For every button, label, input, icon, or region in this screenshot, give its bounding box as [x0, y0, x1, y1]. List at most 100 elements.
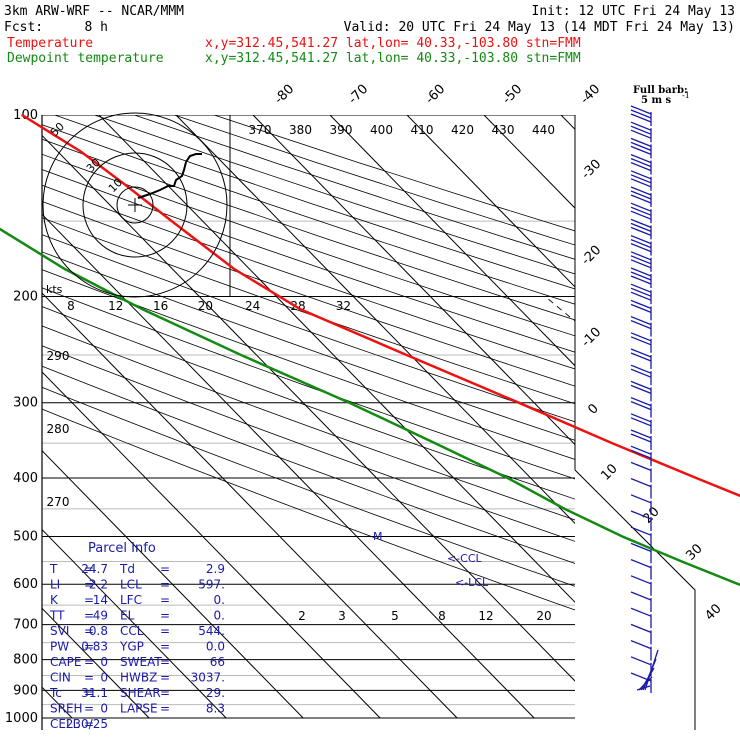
theta-left-label: 270 [47, 495, 70, 509]
fcst-label: Fcst: [4, 20, 43, 35]
dewpoint-point [63, 268, 66, 270]
right-axis-slant [574, 469, 696, 730]
parcel-cell: CELL [50, 717, 80, 731]
wind-barb-flag [630, 348, 652, 358]
parcel-cell: 0. [214, 593, 225, 607]
wind-barb-flag [630, 271, 652, 281]
isotherm-label: 30 [683, 541, 705, 563]
wind-barb-flag [630, 226, 652, 237]
theta-label: 420 [451, 123, 474, 137]
parcel-cell: K [50, 593, 59, 607]
parcel-cell: 544. [198, 624, 225, 638]
parcel-cell: PW [50, 640, 69, 654]
wind-barb-flag [630, 121, 652, 131]
parcel-cell: = [84, 562, 94, 576]
parcel-cell: 31.1 [81, 686, 108, 700]
wind-barb-flag [630, 218, 652, 229]
parcel-cell: CAPE [50, 655, 81, 669]
dry-adiabat [42, 251, 575, 441]
isotherm-line [715, 115, 740, 718]
wind-barb-flag [630, 291, 652, 301]
isotherm-line [42, 450, 304, 719]
parcel-cell: 0 [100, 702, 108, 716]
dry-adiabat [42, 138, 575, 321]
theta-label: 440 [532, 123, 555, 137]
parcel-cell: = [160, 640, 170, 654]
wind-barb-flag [630, 137, 652, 148]
model-title: 3km ARW-WRF -- NCAR/MMM [4, 4, 184, 19]
dry-adiabat [42, 408, 575, 611]
wind-barb-flag [630, 445, 652, 455]
wind-barb-flag [630, 413, 652, 423]
parcel-cell: = [160, 655, 170, 669]
parcel-cell: 0.0 [206, 640, 225, 654]
wind-barb-flag [630, 129, 652, 139]
dewpoint-point [680, 560, 683, 563]
wind-barb-flag [630, 125, 652, 135]
parcel-cell: = [160, 686, 170, 700]
dry-adiabat [42, 365, 575, 564]
parcel-cell: = [84, 717, 94, 731]
wind-barb-flag [630, 157, 652, 168]
parcel-cell: 66 [210, 655, 225, 669]
parcel-cell: = [160, 562, 170, 576]
dry-adiabat [42, 287, 575, 480]
parcel-cell: 0.83 [81, 640, 108, 654]
isotherm-label: -80 [272, 82, 298, 108]
dry-adiabat [42, 200, 575, 387]
parcel-cell: = [84, 578, 94, 592]
pressure-label-900: 900 [13, 683, 38, 698]
wind-barb-flag [630, 336, 652, 346]
parcel-cell: = [84, 671, 94, 685]
dewpoint-point [621, 535, 624, 538]
parcel-cell: = [84, 593, 94, 607]
dry-adiabat [54, 115, 575, 290]
isotherm-label: -10 [579, 325, 605, 351]
pressure-label-200: 200 [13, 290, 38, 305]
parcel-cell: LFC [120, 593, 142, 607]
pressure-label-500: 500 [13, 529, 38, 544]
parcel-cell: Tc [49, 686, 62, 700]
moist-adiabat [672, 297, 740, 719]
theta-e-label: 16 [153, 299, 168, 313]
hodograph-trace [137, 153, 202, 199]
parcel-cell: SVI [50, 624, 69, 638]
parcel-cell: YGP [119, 640, 144, 654]
theta-e-label: 8 [67, 299, 75, 313]
wind-barb-flag [630, 170, 652, 180]
wind-barb-flag [630, 400, 652, 411]
isotherm-line [42, 528, 227, 719]
theta-label: 410 [411, 123, 434, 137]
parcel-cell: = [160, 609, 170, 623]
wind-barb-flag [630, 380, 652, 391]
wind-barb-flag [630, 591, 652, 601]
parcel-cell: CIN [50, 671, 71, 685]
grid-lines [42, 115, 740, 719]
mixing-ratio-label: 3 [338, 609, 346, 623]
wind-barb-flag [630, 105, 652, 115]
wind-barb-flag [630, 242, 652, 253]
temperature-point [611, 442, 613, 444]
isotherm-label: -30 [579, 157, 605, 183]
wind-barb-flag [630, 238, 652, 249]
parcel-cell: SHEAR [120, 686, 161, 700]
pressure-label-1000: 1000 [5, 711, 38, 726]
wind-barb-flag [630, 417, 652, 427]
dry-adiabat [213, 115, 575, 232]
wind-barb-flag [630, 368, 652, 378]
isotherm-line [42, 213, 535, 719]
dewpoint-point [348, 401, 351, 404]
mixing-ratio-label: 5 [391, 609, 399, 623]
temperature-point [405, 354, 408, 356]
wind-barb-flag [630, 259, 652, 269]
wind-barb-flag [630, 275, 652, 285]
parcel-cell: LCL [120, 578, 142, 592]
wind-barb-flag [630, 251, 652, 261]
temperature-point [517, 401, 520, 404]
parcel-cell: 14 [93, 593, 108, 607]
wind-barb-flag [630, 494, 652, 504]
isotherm-label: 40 [702, 601, 724, 623]
wind-barb-flag [630, 141, 652, 152]
temperature-point [299, 308, 302, 311]
wind-barb-flag [630, 526, 652, 536]
